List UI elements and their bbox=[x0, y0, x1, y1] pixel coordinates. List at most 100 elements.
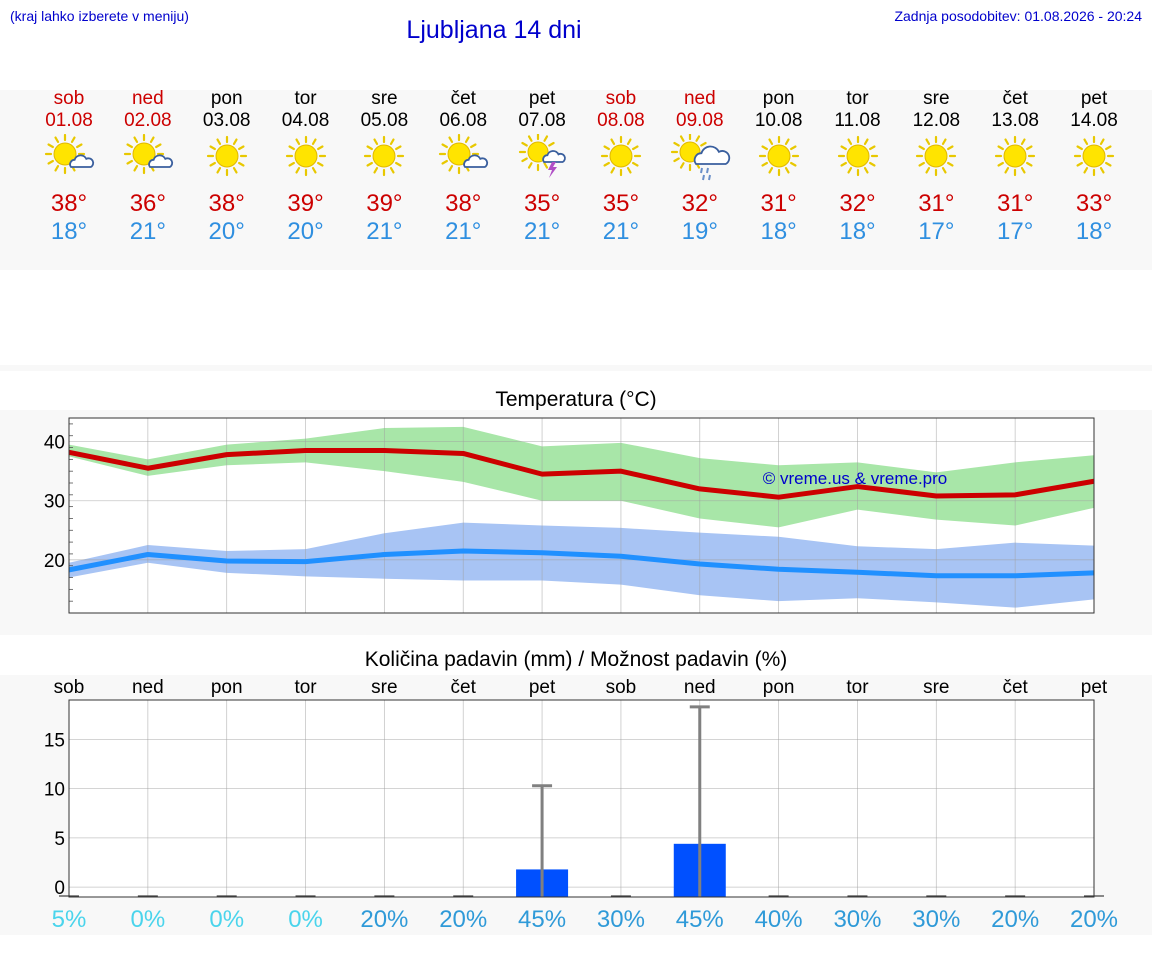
precip-probability: 20% bbox=[439, 906, 487, 933]
day-date: 08.08 bbox=[597, 110, 645, 131]
min-temp: 21° bbox=[366, 218, 403, 245]
y-tick-label: 0 bbox=[54, 878, 65, 899]
day-date: 07.08 bbox=[518, 110, 566, 131]
day-name: pet bbox=[528, 88, 556, 109]
day-column: pet 14.08 33° 18° bbox=[1054, 88, 1134, 246]
min-temp: 18° bbox=[839, 218, 876, 245]
day-date: 02.08 bbox=[124, 110, 172, 131]
y-tick-label: 30 bbox=[44, 492, 65, 513]
precip-probability: 0% bbox=[288, 906, 323, 933]
day-date: 04.08 bbox=[281, 110, 330, 131]
sun-icon bbox=[818, 134, 898, 186]
precip-probability: 45% bbox=[676, 906, 724, 933]
min-temp: 18° bbox=[1075, 218, 1113, 245]
min-temp: 20° bbox=[208, 218, 245, 245]
day-column: sre 05.08 39° 21° bbox=[344, 88, 424, 246]
precip-probability: 20% bbox=[360, 906, 408, 933]
day-date: 13.08 bbox=[991, 110, 1039, 131]
day-column: pet 07.08 35° 21° bbox=[502, 88, 582, 246]
max-temp: 38° bbox=[208, 190, 245, 217]
location-hint-link[interactable]: (kraj lahko izberete v meniju) bbox=[10, 8, 189, 24]
x-category-label: pon bbox=[763, 677, 795, 698]
max-temp: 35° bbox=[602, 190, 640, 217]
precip-probability: 30% bbox=[597, 906, 645, 933]
day-name: čet bbox=[1002, 88, 1028, 109]
forecast-strip bbox=[0, 90, 1152, 270]
max-temp: 31° bbox=[997, 190, 1034, 217]
day-date: 14.08 bbox=[1070, 110, 1118, 131]
day-column: tor 11.08 32° 18° bbox=[818, 88, 898, 246]
y-tick-label: 5 bbox=[54, 829, 65, 850]
sun-icon bbox=[581, 134, 661, 186]
min-temp: 17° bbox=[997, 218, 1034, 245]
day-column: ned 09.08 32° 19° bbox=[660, 88, 740, 246]
sun-icon bbox=[896, 134, 976, 186]
x-category-label: ned bbox=[132, 677, 164, 698]
min-temp: 20° bbox=[287, 218, 324, 245]
day-column: čet 13.08 31° 17° bbox=[975, 88, 1055, 246]
y-tick-label: 10 bbox=[44, 780, 65, 801]
day-name: sob bbox=[605, 88, 637, 109]
day-date: 09.08 bbox=[676, 110, 724, 131]
precip-probability: 0% bbox=[131, 906, 166, 933]
min-temp: 18° bbox=[760, 218, 797, 245]
min-temp-band bbox=[69, 522, 1094, 608]
day-name: sre bbox=[371, 88, 398, 109]
day-name: sob bbox=[53, 88, 85, 109]
page-title: Ljubljana 14 dni bbox=[406, 16, 582, 44]
day-name: tor bbox=[846, 88, 869, 109]
max-temp: 36° bbox=[129, 190, 166, 217]
precip-probability: 5% bbox=[52, 906, 87, 933]
day-date: 01.08 bbox=[45, 110, 93, 131]
day-date: 03.08 bbox=[202, 110, 251, 131]
min-temp: 17° bbox=[918, 218, 955, 245]
max-temp-line bbox=[68, 448, 1095, 500]
sun-icon bbox=[1054, 134, 1134, 186]
x-category-label: tor bbox=[294, 677, 317, 698]
day-column: sob 08.08 35° 21° bbox=[581, 88, 661, 246]
x-category-label: pon bbox=[211, 677, 243, 698]
y-tick-label: 40 bbox=[44, 433, 65, 454]
sun-storm-icon bbox=[502, 132, 582, 186]
y-tick-label: 20 bbox=[44, 551, 65, 572]
sun-rain-cloud-icon bbox=[660, 132, 740, 186]
temperature-title: Temperatura (°C) bbox=[495, 388, 657, 411]
sun-icon bbox=[975, 134, 1055, 186]
min-temp: 21° bbox=[445, 218, 482, 245]
x-category-label: sre bbox=[371, 677, 397, 698]
sun-cloud-icon bbox=[29, 133, 109, 186]
max-temp: 39° bbox=[366, 190, 403, 217]
max-temp: 33° bbox=[1075, 190, 1113, 217]
max-temp: 31° bbox=[760, 190, 797, 217]
sun-icon bbox=[187, 134, 267, 186]
day-column: sre 12.08 31° 17° bbox=[896, 88, 976, 246]
sun-cloud-icon bbox=[423, 133, 503, 186]
precip-probability: 20% bbox=[991, 906, 1039, 933]
day-name: pon bbox=[210, 88, 243, 109]
day-column: tor 04.08 39° 20° bbox=[266, 88, 346, 246]
max-temp: 35° bbox=[523, 190, 561, 217]
last-updated: Zadnja posodobitev: 01.08.2026 - 20:24 bbox=[894, 8, 1142, 24]
precip-probability: 45% bbox=[518, 906, 566, 933]
x-category-label: sob bbox=[606, 677, 637, 698]
x-category-label: sre bbox=[923, 677, 949, 698]
precipitation-title: Količina padavin (mm) / Možnost padavin … bbox=[364, 648, 788, 671]
x-category-label: čet bbox=[451, 677, 477, 698]
min-temp: 21° bbox=[602, 218, 640, 245]
day-date: 10.08 bbox=[754, 110, 803, 131]
y-tick-label: 15 bbox=[44, 730, 65, 751]
sun-icon bbox=[739, 134, 819, 186]
day-name: ned bbox=[683, 88, 716, 109]
max-temp: 31° bbox=[918, 190, 955, 217]
min-temp: 21° bbox=[129, 218, 166, 245]
x-category-label: ned bbox=[684, 677, 716, 698]
min-temp: 19° bbox=[681, 218, 718, 245]
min-temp: 21° bbox=[523, 218, 561, 245]
x-category-label: sob bbox=[54, 677, 85, 698]
day-date: 05.08 bbox=[360, 110, 409, 131]
precip-probability: 30% bbox=[833, 906, 881, 933]
max-temp: 32° bbox=[839, 190, 876, 217]
precip-probability: 0% bbox=[209, 906, 244, 933]
max-temp: 38° bbox=[50, 190, 88, 217]
